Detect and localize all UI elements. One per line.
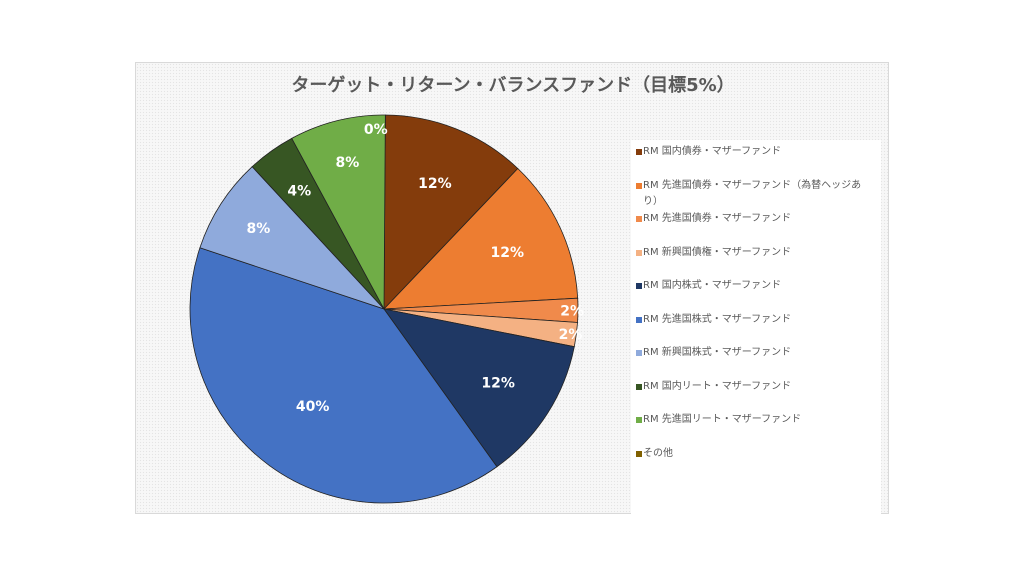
chart-area: ターゲット・リターン・バランスファンド（目標5%） 0% 12% 12% 2% 2% 12… bbox=[135, 62, 889, 540]
legend-swatch bbox=[636, 249, 642, 256]
legend-swatch bbox=[636, 182, 642, 189]
data-label: 40% bbox=[296, 399, 330, 415]
legend-label: RM 新興国株式・マザーファンド bbox=[643, 347, 792, 358]
legend-swatch bbox=[636, 450, 642, 457]
data-label: 4% bbox=[287, 184, 311, 200]
legend-item: RM 先進国株式・マザーファンド bbox=[631, 312, 881, 346]
data-label: 12% bbox=[481, 376, 515, 392]
legend-swatch bbox=[636, 149, 642, 155]
chart-legend: RM 国内債券・マザーファンド RM 先進国債券・マザーファンド（為替ヘッジあり）… bbox=[631, 140, 881, 540]
data-label: 8% bbox=[247, 221, 271, 237]
legend-label: RM 先進国株式・マザーファンド bbox=[643, 313, 792, 325]
legend-swatch bbox=[636, 283, 642, 289]
data-label: 12% bbox=[418, 176, 452, 192]
legend-item: RM 国内株式・マザーファンド bbox=[631, 278, 881, 312]
legend-item: RM 先進国リート・マザーファンド bbox=[631, 412, 881, 446]
legend-label: RM 先進国債券・マザーファンド bbox=[643, 213, 792, 224]
legend-item: RM 新興国株式・マザーファンド bbox=[631, 345, 881, 379]
data-label: 8% bbox=[336, 155, 360, 171]
legend-item: RM 国内債券・マザーファンド bbox=[631, 144, 881, 178]
legend-label: RM 国内株式・マザーファンド bbox=[643, 280, 782, 291]
pie-slice bbox=[291, 114, 386, 310]
legend-label: RM 先進国リート・マザーファンド bbox=[643, 414, 802, 425]
legend-item: RM 新興国債権・マザーファンド bbox=[631, 245, 881, 279]
legend-swatch bbox=[636, 350, 642, 356]
legend-label: RM 先進国債券・マザーファンド（為替ヘッジあり） bbox=[643, 179, 862, 207]
pie-slice bbox=[383, 167, 579, 310]
pie-slice bbox=[189, 247, 498, 504]
legend-swatch bbox=[636, 216, 642, 222]
pie-slice bbox=[383, 308, 575, 468]
legend-swatch bbox=[636, 383, 642, 390]
legend-item: RM 国内リート・マザーファンド bbox=[631, 379, 881, 413]
legend-label: RM 新興国債権・マザーファンド bbox=[643, 246, 792, 258]
legend-swatch bbox=[636, 316, 642, 323]
chart-title: ターゲット・リターン・バランスファンド（目標5%） bbox=[291, 75, 735, 96]
pie-chart: 0% 12% 12% 2% 2% 12% 40% 8% 4% 8% bbox=[189, 114, 584, 504]
data-label: 2% bbox=[560, 303, 584, 319]
legend-item: その他 bbox=[631, 446, 881, 480]
data-label: 0% bbox=[364, 122, 388, 138]
legend-label: RM 国内債券・マザーファンド bbox=[643, 146, 782, 157]
pie-slice bbox=[383, 114, 519, 311]
legend-label: RM 国内リート・マザーファンド bbox=[643, 380, 792, 392]
data-label: 12% bbox=[491, 245, 525, 261]
legend-item: RM 先進国債券・マザーファンド（為替ヘッジあり） bbox=[631, 178, 881, 212]
data-label: 2% bbox=[559, 327, 583, 343]
pie-slice bbox=[199, 166, 385, 310]
legend-label: その他 bbox=[643, 447, 673, 459]
legend-swatch bbox=[636, 417, 642, 423]
legend-item: RM 先進国債券・マザーファンド bbox=[631, 211, 881, 245]
